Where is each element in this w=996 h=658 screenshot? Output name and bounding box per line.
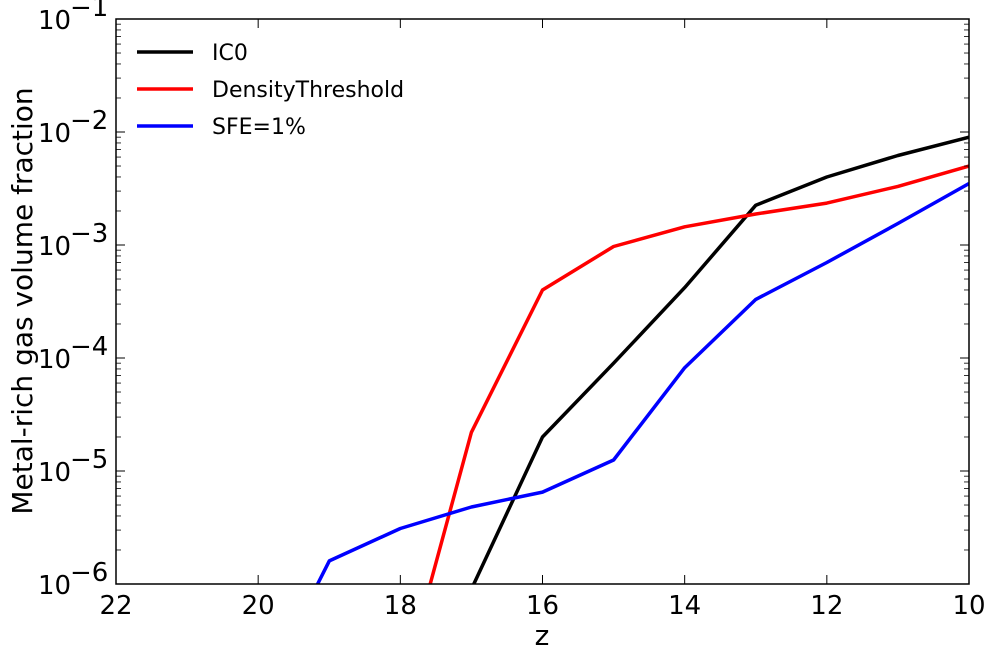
y-tick-exponent-1: −5 bbox=[70, 445, 108, 475]
x-tick-label-0: 22 bbox=[99, 591, 132, 621]
legend-label-0: IC0 bbox=[212, 41, 248, 66]
y-tick-exponent-3: −3 bbox=[70, 219, 108, 249]
plot-frame bbox=[115, 18, 970, 585]
y-tick-exponent-0: −6 bbox=[70, 558, 108, 588]
series-layer bbox=[315, 135, 969, 584]
series-line-2 bbox=[315, 181, 969, 584]
y-tick-label-5: 10 bbox=[38, 6, 71, 36]
ticks-layer bbox=[115, 18, 970, 585]
legend: IC0 DensityThreshold SFE=1% bbox=[137, 41, 404, 140]
y-tick-label-4: 10 bbox=[38, 119, 71, 149]
x-tick-label-3: 16 bbox=[526, 591, 559, 621]
plot-background bbox=[116, 19, 969, 584]
x-tick-label-5: 12 bbox=[810, 591, 843, 621]
y-tick-exponent-4: −2 bbox=[70, 106, 108, 136]
y-tick-exponent-2: −4 bbox=[70, 332, 108, 362]
y-tick-labels: 10−610−510−410−310−210−1 bbox=[38, 0, 108, 601]
series-line-0 bbox=[471, 135, 969, 584]
y-tick-label-2: 10 bbox=[38, 345, 71, 375]
x-tick-labels: 22 20 18 16 14 12 10 bbox=[99, 591, 985, 621]
legend-label-2: SFE=1% bbox=[212, 115, 306, 140]
x-tick-label-4: 14 bbox=[668, 591, 701, 621]
y-tick-label-3: 10 bbox=[38, 232, 71, 262]
y-tick-label-0: 10 bbox=[38, 571, 71, 601]
y-tick-exponent-5: −1 bbox=[70, 0, 108, 23]
x-tick-label-6: 10 bbox=[952, 591, 985, 621]
y-axis-label: Metal-rich gas volume fraction bbox=[6, 87, 39, 514]
x-tick-label-1: 20 bbox=[242, 591, 275, 621]
x-axis-label: z bbox=[535, 619, 550, 652]
y-tick-label-1: 10 bbox=[38, 458, 71, 488]
x-tick-label-2: 18 bbox=[384, 591, 417, 621]
series-line-1 bbox=[428, 164, 969, 584]
legend-label-1: DensityThreshold bbox=[212, 78, 404, 103]
